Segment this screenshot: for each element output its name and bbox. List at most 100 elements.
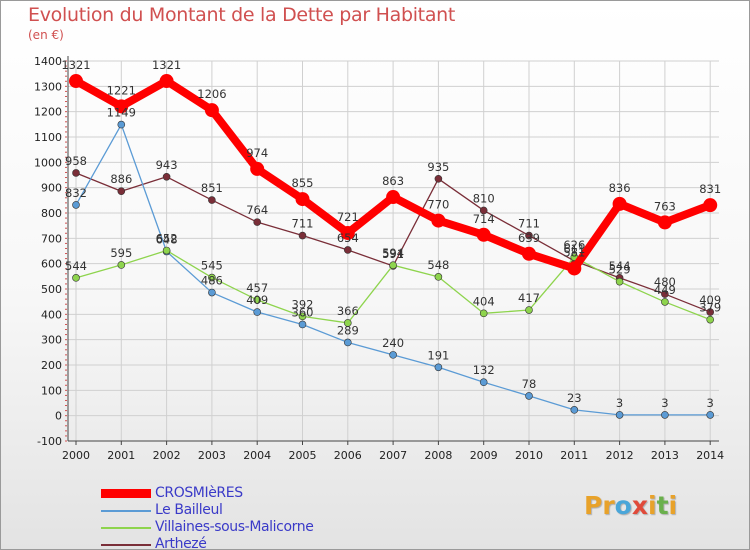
data-label: 832 (65, 186, 87, 200)
series-point (117, 261, 126, 269)
x-tick-label: 2013 (651, 449, 679, 462)
y-tick-label: 700 (41, 232, 62, 245)
series-point (661, 411, 669, 419)
series-point (706, 308, 715, 316)
data-label: 1206 (197, 87, 226, 101)
logo-letter: o (614, 491, 632, 520)
series-point (162, 246, 171, 255)
series-point (250, 161, 265, 176)
axes: -100 0 100 200 300 400 500 600 700 800 900 1000 1100… (34, 55, 724, 462)
data-label: 1221 (107, 83, 136, 97)
y-tick-label: 500 (41, 283, 62, 296)
data-label: 831 (699, 182, 721, 196)
series-point (72, 169, 80, 177)
data-label: 652 (156, 231, 178, 245)
series-point (204, 103, 219, 118)
series-point (208, 273, 216, 282)
y-tick-label: 0 (55, 410, 62, 423)
x-tick-label: 2001 (107, 449, 135, 462)
series-point (208, 288, 216, 297)
y-tick-label: 1100 (34, 131, 62, 144)
data-label: 855 (292, 176, 314, 190)
data-label: 132 (473, 363, 495, 377)
data-label: 974 (246, 146, 268, 160)
legend-label: Le Bailleul (155, 502, 223, 518)
series-point (434, 363, 443, 372)
data-label: 611 (563, 242, 585, 256)
series-point (298, 312, 307, 321)
data-label: 810 (473, 191, 495, 205)
x-tick-label: 2002 (153, 449, 181, 462)
y-tick-label: 200 (41, 359, 62, 372)
data-label: 591 (382, 247, 404, 261)
series-point (522, 246, 536, 261)
data-label: 3 (661, 396, 668, 410)
data-label: 417 (518, 291, 540, 305)
x-tick-label: 2009 (470, 449, 498, 462)
chart-title: Evolution du Montant de la Dette par Hab… (28, 4, 456, 26)
series-point (615, 411, 624, 419)
data-label: 480 (654, 275, 676, 289)
legend-label: Villaines-sous-Malicorne (155, 519, 314, 535)
legend-label: Arthezé (155, 536, 207, 550)
data-label: 289 (337, 323, 359, 337)
data-label: 3 (616, 396, 623, 410)
x-tick-label: 2000 (62, 449, 90, 462)
data-label: 548 (427, 258, 449, 272)
data-label: 78 (522, 377, 537, 391)
data-label: 863 (382, 174, 404, 188)
data-label: 770 (427, 198, 449, 212)
x-tick-label: 2008 (424, 449, 452, 462)
series-point (386, 190, 401, 205)
data-label: 1321 (152, 58, 181, 72)
series-point (343, 246, 352, 254)
series-point (343, 338, 352, 347)
series-point (117, 187, 126, 196)
data-label: 711 (518, 217, 540, 231)
data-label: 544 (609, 259, 631, 273)
logo-letter: i (668, 491, 678, 520)
y-tick-label: 400 (41, 308, 62, 321)
series-point (525, 231, 533, 240)
series-point (253, 308, 262, 316)
series-point (479, 378, 488, 387)
series-point (612, 196, 627, 211)
series-point (706, 315, 715, 324)
data-label: 1149 (107, 106, 136, 120)
data-label: 714 (473, 212, 495, 226)
data-label: 935 (427, 160, 449, 174)
legend-swatch (101, 509, 151, 512)
legend-swatch (101, 543, 151, 546)
x-tick-label: 2014 (696, 449, 724, 462)
logo-letter: t (656, 491, 669, 520)
series-point (661, 298, 669, 306)
data-label: 958 (65, 154, 87, 168)
data-label: 886 (110, 172, 132, 186)
series (69, 74, 718, 419)
y-tick-label: 600 (41, 258, 62, 271)
series-point (159, 74, 174, 89)
y-tick-label: 100 (41, 384, 62, 397)
data-label: 379 (699, 301, 721, 315)
series-point (434, 175, 443, 183)
series-point (479, 206, 488, 215)
data-labels: 1321 1221 1321 1206 974 855 721 863 770 714 639 581… (61, 58, 721, 410)
series-point (657, 215, 672, 230)
data-label: 404 (473, 294, 495, 308)
y-tick-label: 1200 (34, 106, 62, 119)
data-label: 626 (563, 238, 585, 252)
y-tick-label: 1300 (34, 80, 62, 93)
series-point (615, 277, 624, 286)
series-point (298, 320, 307, 329)
data-label: 392 (292, 297, 314, 311)
series-point (661, 290, 669, 298)
logo-letter: i (648, 491, 657, 520)
x-tick-label: 2006 (334, 449, 362, 462)
series-point (72, 201, 80, 209)
series-point (434, 273, 443, 281)
series-point (117, 120, 126, 129)
line-chart: -100 0 100 200 300 400 500 600 700 800 900 1000 1100… (34, 55, 724, 462)
series-point (343, 319, 352, 327)
series-point (570, 406, 579, 414)
data-label: 654 (337, 231, 359, 245)
